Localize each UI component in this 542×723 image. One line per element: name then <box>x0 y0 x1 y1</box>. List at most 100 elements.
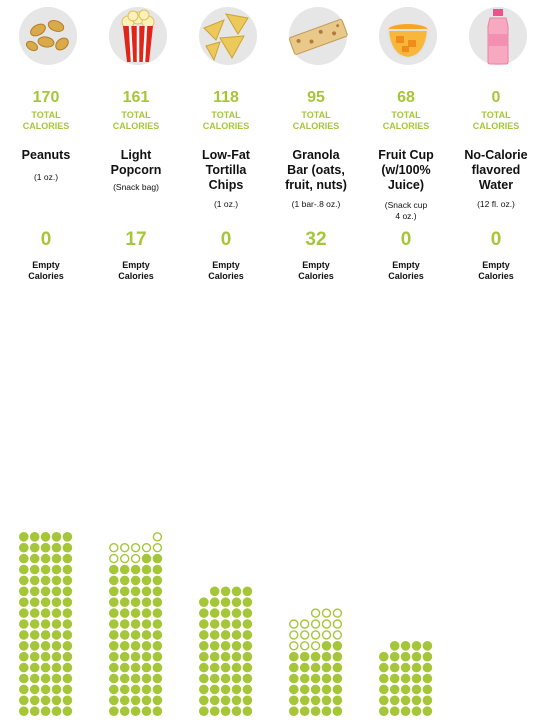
calorie-dot <box>310 673 321 684</box>
calorie-dot <box>209 695 220 706</box>
calorie-dot <box>321 662 332 673</box>
calorie-dot <box>242 586 253 597</box>
calorie-dot <box>389 662 400 673</box>
calorie-dot <box>400 695 411 706</box>
calorie-dot <box>220 695 231 706</box>
calorie-dot <box>400 641 411 651</box>
total-calories-label: TOTAL CALORIES <box>472 110 520 131</box>
snack-name: Peanuts <box>21 148 71 162</box>
calorie-dot <box>51 673 62 684</box>
calorie-dot <box>119 575 130 586</box>
snack-name: Fruit Cup (w/100% Juice) <box>378 148 434 192</box>
calorie-dot <box>40 695 51 706</box>
calorie-dot <box>422 706 433 716</box>
serving-size: (Snack cup 4 oz.) <box>384 200 428 221</box>
calorie-dot <box>422 684 433 695</box>
calorie-dot <box>299 684 310 695</box>
snack-name: Granola Bar (oats, fruit, nuts) <box>285 148 347 192</box>
calorie-dot <box>130 706 141 716</box>
total-calories-label: TOTAL CALORIES <box>292 110 340 131</box>
calorie-dot <box>231 597 242 607</box>
calorie-dot <box>40 608 51 618</box>
empty-calories-value: 0 <box>490 229 502 250</box>
calorie-dot <box>152 553 163 564</box>
dot-column <box>19 532 73 716</box>
empty-calories-label: Empty Calories <box>478 260 514 281</box>
empty-calorie-dot <box>141 543 152 553</box>
empty-calorie-dot <box>300 630 310 640</box>
calorie-dot <box>40 641 51 651</box>
calorie-dot <box>379 662 389 673</box>
calorie-dot <box>422 673 433 684</box>
snack-name: No-Calorie flavored Water <box>464 148 528 192</box>
calorie-dot <box>19 597 29 607</box>
calorie-dot <box>51 608 62 618</box>
calorie-dot <box>109 684 119 695</box>
calorie-dot <box>289 695 299 706</box>
calorie-dot <box>109 706 119 716</box>
empty-calorie-dot <box>300 641 310 651</box>
calorie-dot <box>220 608 231 618</box>
calorie-dot <box>209 630 220 640</box>
calorie-dot <box>119 619 130 629</box>
calorie-dot <box>231 630 242 640</box>
snack-name: Low-Fat Tortilla Chips <box>202 148 250 192</box>
calorie-dot <box>109 695 119 706</box>
calorie-dot <box>119 651 130 662</box>
empty-calorie-dot <box>321 608 332 618</box>
calorie-dot <box>109 641 119 651</box>
empty-calorie-dot <box>130 553 141 564</box>
calorie-dot <box>152 586 163 597</box>
calorie-dot <box>19 695 29 706</box>
empty-calorie-dot <box>332 608 343 618</box>
empty-calories-value: 0 <box>40 229 52 250</box>
calorie-dot <box>199 651 209 662</box>
calorie-dot <box>141 684 152 695</box>
calorie-dot <box>62 575 73 586</box>
calorie-dot <box>40 597 51 607</box>
calorie-dot <box>19 564 29 575</box>
calorie-dot <box>389 695 400 706</box>
calorie-dot <box>62 608 73 618</box>
calorie-dot <box>119 630 130 640</box>
calorie-dot <box>389 706 400 716</box>
calorie-dot <box>379 706 389 716</box>
calorie-dot <box>220 673 231 684</box>
calorie-dot <box>51 662 62 673</box>
calorie-dot <box>51 575 62 586</box>
calorie-dot <box>209 706 220 716</box>
calorie-dot <box>109 608 119 618</box>
empty-calorie-dot <box>119 553 130 564</box>
calorie-dot <box>242 684 253 695</box>
calorie-dot <box>19 542 29 553</box>
calorie-dot <box>220 706 231 716</box>
calorie-dot <box>141 651 152 662</box>
serving-size: (12 fl. oz.) <box>477 199 515 209</box>
calorie-dot <box>141 597 152 607</box>
serving-size: (1 oz.) <box>213 199 239 209</box>
calorie-dot <box>40 564 51 575</box>
calorie-dot <box>141 630 152 640</box>
calorie-dot <box>62 597 73 607</box>
calorie-dot <box>242 597 253 607</box>
calorie-dot <box>152 651 163 662</box>
calorie-dot <box>130 662 141 673</box>
calorie-dot <box>51 619 62 629</box>
dot-column <box>289 608 343 716</box>
tortilla-chips-icon <box>198 6 258 66</box>
calorie-dot <box>62 641 73 651</box>
calorie-dot <box>40 575 51 586</box>
calorie-dot <box>310 662 321 673</box>
calorie-dot <box>19 586 29 597</box>
calorie-dot <box>141 575 152 586</box>
calorie-dot <box>130 641 141 651</box>
granola-bar-icon <box>288 6 348 66</box>
calorie-dot <box>199 608 209 618</box>
calorie-dot <box>152 684 163 695</box>
calorie-dot <box>40 630 51 640</box>
calorie-dot <box>119 586 130 597</box>
calorie-dot <box>231 586 242 597</box>
calorie-dot <box>51 542 62 553</box>
calorie-dot <box>332 695 343 706</box>
calorie-dot <box>152 706 163 716</box>
